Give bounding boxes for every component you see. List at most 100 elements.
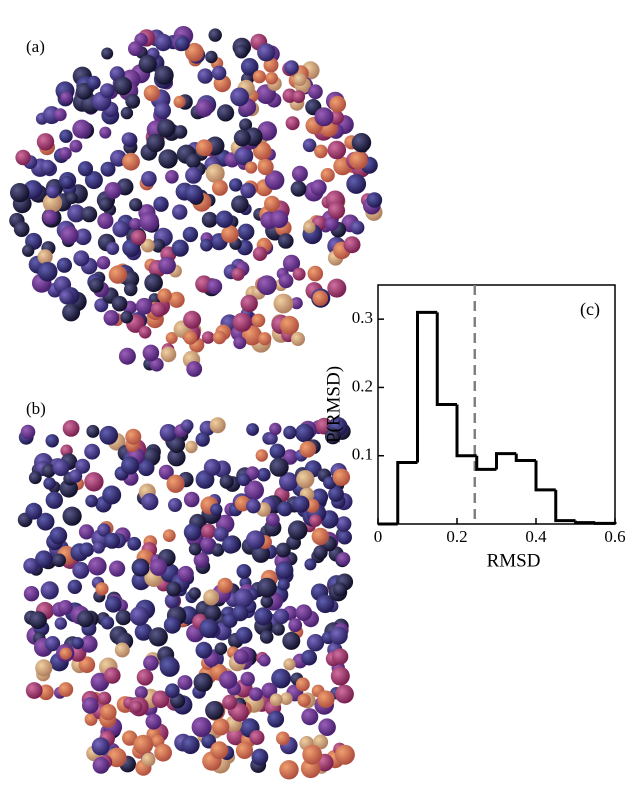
- sphere: [151, 690, 170, 709]
- sphere: [25, 682, 43, 699]
- sphere: [217, 104, 235, 122]
- sphere: [251, 313, 266, 328]
- histogram-bar: [534, 460, 556, 492]
- sphere: [269, 422, 282, 436]
- sphere: [188, 542, 202, 556]
- sphere: [195, 641, 213, 659]
- sphere: [37, 261, 58, 282]
- sphere: [258, 654, 271, 667]
- sphere: [205, 50, 218, 64]
- sphere: [269, 443, 286, 460]
- x-tick-label: 0.4: [525, 527, 547, 546]
- sphere: [162, 529, 176, 542]
- histogram-bar: [475, 455, 497, 471]
- sphere: [307, 265, 324, 282]
- sphere: [59, 289, 75, 305]
- sphere: [143, 85, 160, 102]
- x-tick-label: 0: [374, 527, 383, 546]
- sphere: [157, 288, 172, 303]
- sphere: [112, 220, 129, 238]
- sphere: [125, 428, 142, 445]
- sphere: [122, 152, 140, 171]
- sphere: [314, 107, 334, 127]
- sphere: [183, 523, 202, 541]
- sphere: [292, 267, 306, 281]
- sphere-renderings: [9, 26, 383, 780]
- sphere: [206, 278, 223, 295]
- sphere: [222, 694, 238, 710]
- sphere: [134, 623, 153, 641]
- sphere: [106, 242, 120, 255]
- sphere: [91, 737, 110, 756]
- sphere: [264, 195, 280, 212]
- sphere: [69, 139, 83, 153]
- sphere: [163, 616, 181, 634]
- sphere: [60, 175, 74, 189]
- sphere: [76, 610, 94, 628]
- sphere: [208, 28, 222, 42]
- sphere: [236, 564, 252, 579]
- sphere: [246, 423, 259, 436]
- sphere: [97, 523, 111, 537]
- sphere: [54, 617, 67, 630]
- sphere: [336, 516, 352, 532]
- sphere: [205, 701, 224, 720]
- sphere: [313, 545, 328, 560]
- sphere: [317, 690, 335, 708]
- sphere: [232, 312, 252, 332]
- sphere: [13, 221, 30, 237]
- sphere: [36, 133, 55, 151]
- sphere: [254, 607, 273, 626]
- sphere: [10, 183, 30, 203]
- sphere: [142, 344, 160, 362]
- sphere: [233, 649, 249, 665]
- sphere: [160, 346, 177, 363]
- sphere: [301, 708, 319, 726]
- sphere: [71, 637, 84, 650]
- sphere: [249, 687, 263, 701]
- sphere: [65, 192, 78, 205]
- sphere: [273, 608, 290, 625]
- sphere: [211, 65, 227, 81]
- sphere: [235, 626, 253, 644]
- sphere: [186, 361, 203, 377]
- sphere: [181, 419, 194, 432]
- sphere: [185, 440, 198, 454]
- sphere: [151, 238, 166, 253]
- histogram-bar: [593, 521, 617, 525]
- sphere: [316, 594, 335, 614]
- sphere: [73, 250, 90, 267]
- sphere: [331, 648, 349, 665]
- sphere: [40, 159, 55, 175]
- sphere: [310, 179, 327, 196]
- histogram-bar: [435, 312, 457, 406]
- sphere: [100, 161, 116, 177]
- sphere: [221, 225, 239, 243]
- sphere: [158, 464, 174, 480]
- sphere: [23, 558, 39, 574]
- sphere: [92, 757, 110, 774]
- sphere: [188, 587, 201, 600]
- sphere: [213, 526, 229, 542]
- sphere: [138, 326, 152, 339]
- sphere: [336, 552, 351, 566]
- sphere: [312, 290, 329, 307]
- sphere: [291, 332, 305, 346]
- sphere: [212, 718, 230, 736]
- sphere: [233, 129, 251, 147]
- sphere: [183, 310, 202, 329]
- sphere: [86, 424, 100, 438]
- sphere: [177, 675, 193, 691]
- sphere: [212, 330, 227, 345]
- sphere: [45, 491, 63, 509]
- sphere: [210, 503, 223, 516]
- sphere: [233, 336, 247, 350]
- sphere: [45, 636, 61, 652]
- sphere: [197, 68, 213, 84]
- sphere: [297, 693, 311, 707]
- sphere: [154, 33, 172, 52]
- sphere: [96, 256, 111, 270]
- sphere: [79, 542, 94, 557]
- sphere: [109, 560, 126, 577]
